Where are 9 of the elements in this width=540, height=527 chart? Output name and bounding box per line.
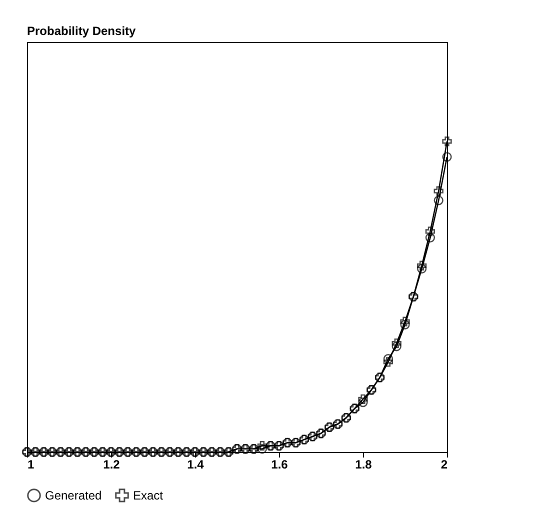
x-tick-label: 1.6 — [271, 458, 288, 472]
x-tick-label: 1 — [28, 458, 34, 472]
x-tick-label: 2 — [440, 458, 448, 472]
legend-label: Exact — [133, 488, 164, 502]
x-tick-label: 1.4 — [187, 458, 204, 472]
x-tick-label: 1.8 — [355, 458, 372, 472]
text: Probability Density — [27, 24, 136, 38]
legend-label: Generated — [45, 488, 102, 502]
x-tick-label: 1.2 — [103, 458, 120, 472]
